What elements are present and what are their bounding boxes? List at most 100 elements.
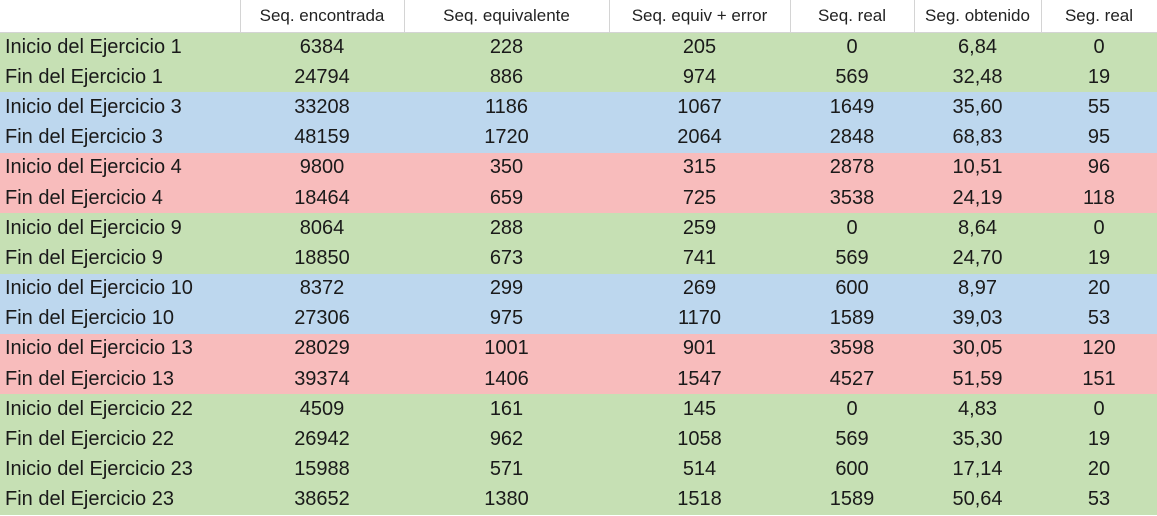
seq-equivalente-cell[interactable]: 299 (404, 273, 609, 304)
seg-real-cell[interactable]: 20 (1041, 454, 1157, 485)
seq-equiv-error-cell[interactable]: 901 (609, 333, 790, 365)
seq-equiv-error-cell[interactable]: 315 (609, 152, 790, 183)
seg-real-cell[interactable]: 19 (1041, 243, 1157, 274)
seg-obtenido-cell[interactable]: 35,60 (914, 92, 1041, 123)
seq-real-cell[interactable]: 569 (790, 62, 914, 93)
seg-real-cell[interactable]: 96 (1041, 152, 1157, 183)
seq-equiv-error-cell[interactable]: 1058 (609, 424, 790, 455)
row-label-cell[interactable]: Fin del Ejercicio 22 (0, 424, 240, 455)
seq-encontrada-cell[interactable]: 26942 (240, 424, 404, 455)
seg-obtenido-cell[interactable]: 30,05 (914, 333, 1041, 365)
seq-equivalente-cell[interactable]: 571 (404, 454, 609, 485)
seg-real-cell[interactable]: 53 (1041, 484, 1157, 515)
seg-real-cell[interactable]: 0 (1041, 394, 1157, 425)
seq-encontrada-cell[interactable]: 4509 (240, 394, 404, 425)
seq-real-cell[interactable]: 3538 (790, 182, 914, 214)
seq-equivalente-cell[interactable]: 962 (404, 424, 609, 455)
seq-equivalente-cell[interactable]: 886 (404, 62, 609, 93)
row-label-cell[interactable]: Inicio del Ejercicio 4 (0, 152, 240, 183)
seq-equiv-error-cell[interactable]: 145 (609, 394, 790, 425)
seq-encontrada-cell[interactable]: 8064 (240, 213, 404, 244)
seq-equivalente-cell[interactable]: 161 (404, 394, 609, 425)
seg-real-cell[interactable]: 0 (1041, 32, 1157, 63)
seq-real-cell[interactable]: 2848 (790, 122, 914, 153)
seq-real-cell[interactable]: 0 (790, 32, 914, 63)
seq-real-cell[interactable]: 0 (790, 394, 914, 425)
seq-encontrada-cell[interactable]: 18464 (240, 182, 404, 214)
seg-obtenido-cell[interactable]: 50,64 (914, 484, 1041, 515)
row-label-cell[interactable]: Inicio del Ejercicio 22 (0, 394, 240, 425)
seq-real-cell[interactable]: 0 (790, 213, 914, 244)
seq-equivalente-cell[interactable]: 228 (404, 32, 609, 63)
seq-encontrada-cell[interactable]: 15988 (240, 454, 404, 485)
seg-obtenido-cell[interactable]: 51,59 (914, 364, 1041, 395)
seq-encontrada-cell[interactable]: 27306 (240, 303, 404, 334)
seg-obtenido-cell[interactable]: 24,19 (914, 182, 1041, 214)
seq-real-cell[interactable]: 1589 (790, 303, 914, 334)
seg-obtenido-cell[interactable]: 4,83 (914, 394, 1041, 425)
seq-encontrada-cell[interactable]: 8372 (240, 273, 404, 304)
seq-equiv-error-cell[interactable]: 1170 (609, 303, 790, 334)
seq-equivalente-cell[interactable]: 1720 (404, 122, 609, 153)
seq-equivalente-cell[interactable]: 1001 (404, 333, 609, 365)
seg-obtenido-cell[interactable]: 68,83 (914, 122, 1041, 153)
row-label-cell[interactable]: Inicio del Ejercicio 10 (0, 273, 240, 304)
header-seq-encontrada[interactable]: Seq. encontrada (240, 0, 405, 33)
seq-encontrada-cell[interactable]: 48159 (240, 122, 404, 153)
seg-obtenido-cell[interactable]: 8,97 (914, 273, 1041, 304)
seg-real-cell[interactable]: 55 (1041, 92, 1157, 123)
row-label-cell[interactable]: Fin del Ejercicio 4 (0, 182, 240, 214)
row-label-cell[interactable]: Inicio del Ejercicio 23 (0, 454, 240, 485)
header-seg-obtenido[interactable]: Seg. obtenido (914, 0, 1042, 33)
seg-obtenido-cell[interactable]: 10,51 (914, 152, 1041, 183)
seq-equiv-error-cell[interactable]: 514 (609, 454, 790, 485)
row-label-cell[interactable]: Fin del Ejercicio 23 (0, 484, 240, 515)
seg-obtenido-cell[interactable]: 24,70 (914, 243, 1041, 274)
seq-real-cell[interactable]: 600 (790, 273, 914, 304)
seq-equivalente-cell[interactable]: 1406 (404, 364, 609, 395)
seg-obtenido-cell[interactable]: 17,14 (914, 454, 1041, 485)
seq-encontrada-cell[interactable]: 9800 (240, 152, 404, 183)
seq-encontrada-cell[interactable]: 33208 (240, 92, 404, 123)
seg-obtenido-cell[interactable]: 6,84 (914, 32, 1041, 63)
seg-obtenido-cell[interactable]: 8,64 (914, 213, 1041, 244)
seg-obtenido-cell[interactable]: 35,30 (914, 424, 1041, 455)
seq-equivalente-cell[interactable]: 1380 (404, 484, 609, 515)
seg-real-cell[interactable]: 19 (1041, 424, 1157, 455)
seq-equivalente-cell[interactable]: 288 (404, 213, 609, 244)
seq-real-cell[interactable]: 3598 (790, 333, 914, 365)
seq-real-cell[interactable]: 569 (790, 424, 914, 455)
seq-encontrada-cell[interactable]: 18850 (240, 243, 404, 274)
seg-real-cell[interactable]: 120 (1041, 333, 1157, 365)
seq-equivalente-cell[interactable]: 673 (404, 243, 609, 274)
header-seq-real[interactable]: Seq. real (790, 0, 915, 33)
seq-equiv-error-cell[interactable]: 1067 (609, 92, 790, 123)
seg-real-cell[interactable]: 53 (1041, 303, 1157, 334)
seq-real-cell[interactable]: 1589 (790, 484, 914, 515)
seq-real-cell[interactable]: 600 (790, 454, 914, 485)
row-label-cell[interactable]: Fin del Ejercicio 13 (0, 364, 240, 395)
row-label-cell[interactable]: Inicio del Ejercicio 13 (0, 333, 240, 365)
seq-equivalente-cell[interactable]: 975 (404, 303, 609, 334)
seq-equiv-error-cell[interactable]: 1547 (609, 364, 790, 395)
seq-encontrada-cell[interactable]: 6384 (240, 32, 404, 63)
row-label-cell[interactable]: Fin del Ejercicio 10 (0, 303, 240, 334)
seq-equivalente-cell[interactable]: 1186 (404, 92, 609, 123)
seq-real-cell[interactable]: 1649 (790, 92, 914, 123)
seq-encontrada-cell[interactable]: 38652 (240, 484, 404, 515)
header-seq-equivalente[interactable]: Seq. equivalente (404, 0, 610, 33)
seq-real-cell[interactable]: 2878 (790, 152, 914, 183)
row-label-cell[interactable]: Fin del Ejercicio 3 (0, 122, 240, 153)
seq-equiv-error-cell[interactable]: 741 (609, 243, 790, 274)
seq-equiv-error-cell[interactable]: 1518 (609, 484, 790, 515)
seg-obtenido-cell[interactable]: 39,03 (914, 303, 1041, 334)
seg-real-cell[interactable]: 118 (1041, 182, 1157, 214)
seq-encontrada-cell[interactable]: 24794 (240, 62, 404, 93)
seq-equiv-error-cell[interactable]: 269 (609, 273, 790, 304)
header-seq-equiv-error[interactable]: Seq. equiv + error (609, 0, 791, 33)
seq-equiv-error-cell[interactable]: 725 (609, 182, 790, 214)
seq-encontrada-cell[interactable]: 28029 (240, 333, 404, 365)
row-label-cell[interactable]: Fin del Ejercicio 1 (0, 62, 240, 93)
seq-equiv-error-cell[interactable]: 974 (609, 62, 790, 93)
row-label-cell[interactable]: Inicio del Ejercicio 1 (0, 32, 240, 63)
